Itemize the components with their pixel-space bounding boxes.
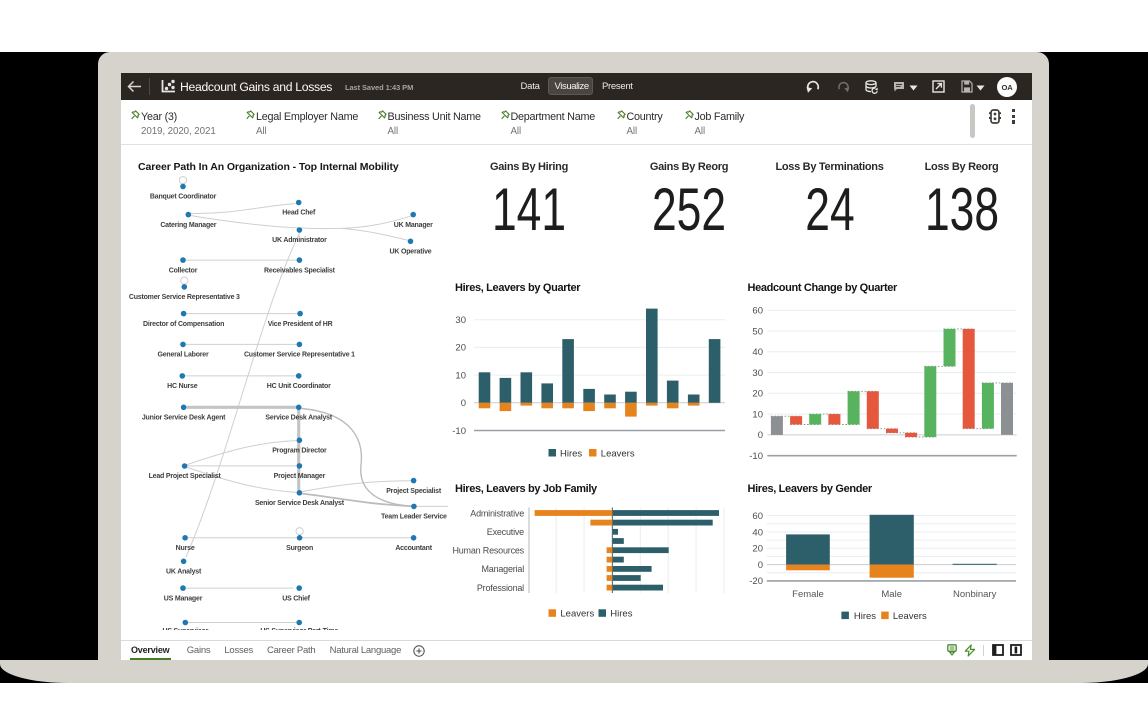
svg-text:Senior Service Desk Analyst: Senior Service Desk Analyst bbox=[255, 500, 345, 507]
svg-text:Administrative: Administrative bbox=[470, 508, 524, 518]
svg-text:0: 0 bbox=[461, 398, 466, 409]
svg-text:General Laborer: General Laborer bbox=[157, 352, 209, 359]
svg-text:Male: Male bbox=[881, 589, 902, 600]
svg-text:Surgeon: Surgeon bbox=[286, 545, 313, 552]
svg-text:Managerial: Managerial bbox=[481, 564, 524, 574]
svg-text:UK Administrator: UK Administrator bbox=[272, 237, 327, 244]
svg-text:HC Unit Coordinator: HC Unit Coordinator bbox=[267, 383, 331, 390]
svg-text:US Chief: US Chief bbox=[282, 595, 310, 602]
svg-text:50: 50 bbox=[752, 326, 763, 337]
svg-text:Nurse: Nurse bbox=[176, 545, 195, 552]
svg-text:Customer Service Representativ: Customer Service Representative 3 bbox=[129, 294, 240, 301]
svg-text:Leavers: Leavers bbox=[560, 609, 594, 620]
svg-text:US Supervisor: US Supervisor bbox=[162, 628, 208, 630]
svg-text:Vice President of HR: Vice President of HR bbox=[268, 321, 333, 328]
svg-text:Team Leader Service: Team Leader Service bbox=[381, 514, 447, 521]
svg-text:30: 30 bbox=[752, 368, 763, 379]
svg-text:20: 20 bbox=[752, 389, 763, 400]
svg-text:Human Resources: Human Resources bbox=[452, 546, 524, 556]
svg-text:-10: -10 bbox=[749, 451, 763, 462]
svg-text:Professional: Professional bbox=[477, 583, 524, 593]
svg-text:Director of Compensation: Director of Compensation bbox=[143, 321, 224, 328]
svg-text:30: 30 bbox=[455, 315, 466, 326]
svg-text:Junior Service Desk Agent: Junior Service Desk Agent bbox=[142, 415, 226, 422]
svg-text:Project Manager: Project Manager bbox=[274, 473, 326, 480]
svg-text:US Manager: US Manager bbox=[164, 595, 203, 602]
svg-text:UK Operative: UK Operative bbox=[390, 249, 432, 256]
svg-text:0: 0 bbox=[758, 560, 763, 571]
svg-text:Hires: Hires bbox=[854, 611, 876, 622]
svg-text:20: 20 bbox=[752, 544, 763, 555]
svg-text:HC Nurse: HC Nurse bbox=[167, 383, 198, 390]
svg-text:US Supervisor Part-Time: US Supervisor Part-Time bbox=[260, 628, 338, 630]
svg-text:UK Analyst: UK Analyst bbox=[166, 569, 202, 576]
svg-text:Customer Service Representativ: Customer Service Representative 1 bbox=[244, 352, 355, 359]
svg-text:Executive: Executive bbox=[487, 527, 524, 537]
svg-text:-10: -10 bbox=[452, 426, 466, 437]
svg-text:60: 60 bbox=[752, 511, 763, 522]
svg-text:60: 60 bbox=[752, 306, 763, 317]
svg-text:Receivables Specialist: Receivables Specialist bbox=[264, 267, 336, 274]
svg-text:Catering Manager: Catering Manager bbox=[160, 222, 216, 229]
svg-text:Nonbinary: Nonbinary bbox=[953, 589, 997, 600]
svg-text:-20: -20 bbox=[749, 576, 763, 587]
svg-text:Service Desk Analyst: Service Desk Analyst bbox=[265, 415, 332, 422]
svg-text:10: 10 bbox=[752, 409, 763, 420]
svg-text:Accountant: Accountant bbox=[395, 545, 432, 552]
svg-text:UK Manager: UK Manager bbox=[394, 222, 433, 229]
svg-text:Lead Project Specialist: Lead Project Specialist bbox=[149, 473, 222, 480]
svg-text:Hires: Hires bbox=[610, 609, 632, 620]
svg-text:Banquet Coordinator: Banquet Coordinator bbox=[150, 194, 217, 201]
svg-text:40: 40 bbox=[752, 347, 763, 358]
svg-text:20: 20 bbox=[455, 343, 466, 354]
svg-text:Head Chef: Head Chef bbox=[282, 210, 316, 217]
svg-text:Collector: Collector bbox=[169, 267, 198, 274]
svg-text:Hires: Hires bbox=[560, 448, 582, 459]
svg-text:40: 40 bbox=[752, 527, 763, 538]
svg-text:10: 10 bbox=[455, 370, 466, 381]
svg-text:Leavers: Leavers bbox=[601, 448, 635, 459]
svg-text:Female: Female bbox=[792, 589, 824, 600]
svg-text:Program Director: Program Director bbox=[272, 447, 327, 454]
svg-text:Leavers: Leavers bbox=[893, 611, 927, 622]
svg-text:0: 0 bbox=[758, 430, 763, 441]
svg-text:Project Specialist: Project Specialist bbox=[386, 488, 442, 495]
